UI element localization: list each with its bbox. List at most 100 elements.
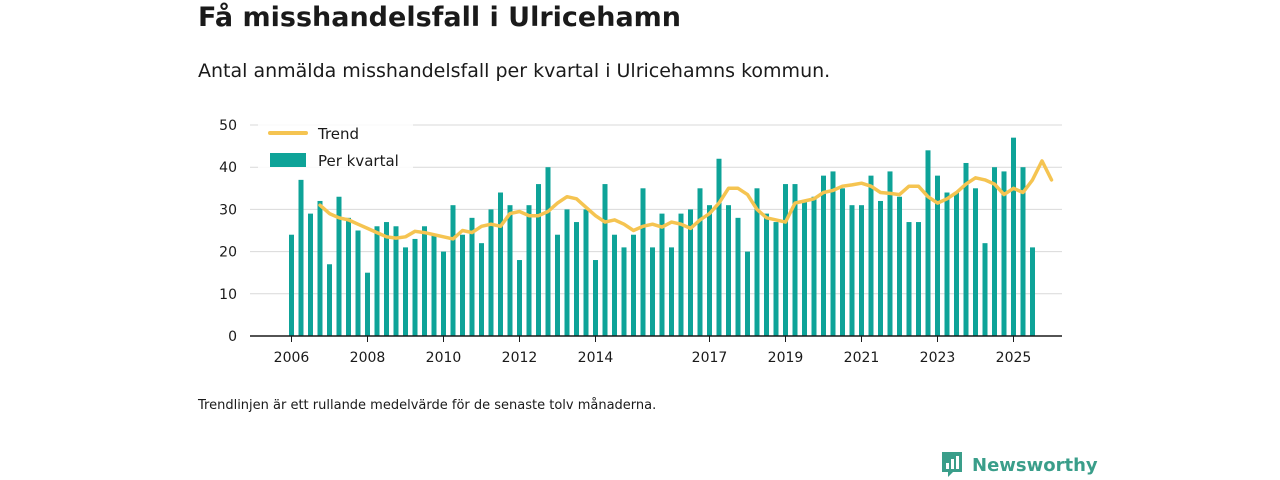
bar-series [289,137,1035,336]
bar [707,205,712,336]
bar [821,175,826,336]
bar [393,226,399,336]
bar [1020,167,1026,336]
legend: Trend Per kvartal [258,118,413,174]
bar [507,205,513,336]
trend-series [318,159,1054,241]
bar [916,222,921,336]
bar [1001,171,1007,336]
bar [441,251,446,336]
bar [365,272,370,336]
x-tick-label: 2017 [692,350,728,366]
x-tick-label: 2023 [920,350,956,366]
bar [555,234,560,336]
y-tick-label: 30 [219,202,237,218]
bar [431,234,437,336]
bar [317,200,323,336]
bar [631,234,636,336]
y-tick-label: 40 [219,160,237,176]
x-tick-label: 2014 [578,350,614,366]
bar [944,192,950,336]
bar [963,162,969,336]
bar [574,222,579,336]
bar [783,184,788,336]
bar [602,184,608,336]
trend-line [318,159,1054,241]
bar [450,205,456,336]
bar [640,188,646,336]
bar [859,205,864,336]
bar [935,175,940,336]
bar [346,217,351,336]
bar [716,158,722,336]
bar [327,264,332,336]
bar [469,217,475,336]
bar [754,188,760,336]
bar [726,205,731,336]
x-tick-label: 2025 [996,350,1032,366]
x-tick-label: 2021 [844,350,880,366]
axes: 2006 2008 2010 2012 2014 2017 2019 2021 2023 2025 [250,335,1062,366]
bar [764,213,769,336]
bar [1011,137,1016,336]
x-tick-label: 2019 [768,350,804,366]
bar [973,188,978,336]
chart: 0 10 20 30 40 50 2006 2008 2010 2012 2014 2017 2019… [219,118,1062,366]
legend-trend-label: Trend [317,125,359,143]
bar [697,188,703,336]
chart-title: Få misshandelsfall i Ulricehamn [198,2,682,33]
bar [659,213,665,336]
y-tick-label: 50 [219,118,237,134]
bar [897,196,902,336]
bar [517,260,522,336]
bar [536,184,541,336]
bar [650,247,655,336]
bar [374,226,380,336]
brand-name: Newsworthy [972,454,1098,476]
bar [612,234,617,336]
bar [849,205,855,336]
bar [412,238,418,336]
bar [735,217,741,336]
bar [583,209,589,336]
bar [308,213,313,336]
bar [498,192,503,336]
bar [802,200,807,336]
bar [792,184,798,336]
footnote: Trendlinjen är ett rullande medelvärde f… [198,398,657,413]
bar [479,243,484,336]
bar [460,234,465,336]
bar [384,222,389,336]
bar [840,188,845,336]
bar [830,171,836,336]
bar [564,209,570,336]
bar [773,222,779,336]
bar [992,167,997,336]
bar [678,213,684,336]
legend-bar-swatch [270,153,306,167]
bar [1030,247,1035,336]
bar [289,234,294,336]
bar [954,192,959,336]
bar [336,196,342,336]
bar [669,247,674,336]
bar [403,247,408,336]
bar [298,179,304,336]
y-tick-label: 0 [228,329,237,345]
bar [488,209,494,336]
bar [621,247,627,336]
bar [811,196,817,336]
newsworthy-icon [942,452,962,477]
bar [906,222,912,336]
bar [925,150,931,336]
bar [868,175,874,336]
bar [593,260,598,336]
bar [355,230,361,336]
chart-subtitle: Antal anmälda misshandelsfall per kvarta… [198,60,831,82]
brand-logo: Newsworthy [940,451,1098,479]
bar [878,200,883,336]
x-tick-label: 2006 [274,350,310,366]
x-tick-label: 2010 [426,350,462,366]
x-tick-label: 2008 [350,350,386,366]
bar [545,167,551,336]
